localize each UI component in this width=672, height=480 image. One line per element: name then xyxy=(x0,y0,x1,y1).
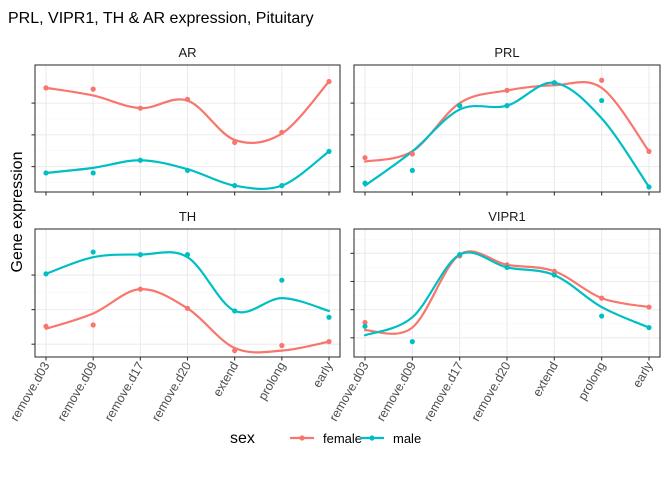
data-point-female xyxy=(326,78,332,85)
data-point-male xyxy=(184,167,191,174)
data-point-male xyxy=(43,170,49,176)
x-tick-label: remove.d09 xyxy=(55,359,100,423)
data-point-male xyxy=(137,157,143,163)
data-point-male xyxy=(326,148,332,154)
legend-items: female male xyxy=(290,431,421,446)
data-point-male xyxy=(551,80,557,86)
legend-label: male xyxy=(393,431,421,446)
facet-label: TH xyxy=(179,209,196,224)
legend-item-female: female xyxy=(290,431,362,446)
data-point-female xyxy=(43,323,49,329)
data-point-female xyxy=(326,339,332,345)
facet-strip xyxy=(35,206,340,227)
x-tick-label: remove.d09 xyxy=(374,359,419,423)
x-tick-label: remove.d20 xyxy=(149,359,194,423)
data-point-male xyxy=(232,183,238,189)
facet-strip xyxy=(354,42,660,63)
data-point-female xyxy=(279,129,285,135)
data-point-female xyxy=(232,348,238,354)
legend-key-point xyxy=(369,435,375,441)
data-point-male xyxy=(646,184,652,190)
x-tick-label: extend xyxy=(530,359,561,399)
data-point-female xyxy=(362,319,368,326)
data-point-male xyxy=(279,183,285,189)
data-point-female xyxy=(409,151,415,157)
panel-prl: PRL xyxy=(350,42,661,196)
data-point-male xyxy=(409,339,415,345)
facet-label: AR xyxy=(178,45,196,60)
panel-ar: AR xyxy=(31,42,341,196)
data-point-female xyxy=(232,139,238,146)
data-point-male xyxy=(457,103,463,109)
series-layer xyxy=(43,249,332,354)
legend-key-point xyxy=(299,435,305,441)
x-tick-label: early xyxy=(310,359,336,390)
data-point-female xyxy=(137,105,143,111)
data-point-female xyxy=(504,87,510,93)
data-point-male xyxy=(326,314,332,320)
x-tick-label: prolong xyxy=(255,359,288,402)
data-point-male xyxy=(362,323,368,329)
facet-label: PRL xyxy=(494,45,519,60)
data-point-male xyxy=(646,324,652,331)
data-point-female xyxy=(646,148,652,154)
data-point-male xyxy=(504,264,510,270)
data-point-male xyxy=(184,252,191,258)
legend-label: female xyxy=(323,431,362,446)
data-point-male xyxy=(90,170,96,176)
data-point-female xyxy=(90,86,96,92)
series-layer xyxy=(362,250,652,357)
data-point-male xyxy=(457,252,463,258)
data-point-male xyxy=(43,271,49,277)
facet-label: VIPR1 xyxy=(488,209,526,224)
data-point-female xyxy=(137,286,143,292)
data-point-female xyxy=(184,96,191,102)
data-point-female xyxy=(362,155,368,161)
data-point-female xyxy=(646,304,652,310)
data-point-female xyxy=(599,77,605,83)
x-tick-label: remove.d17 xyxy=(102,359,147,423)
x-tick-label: remove.d20 xyxy=(468,359,513,423)
data-point-male xyxy=(137,252,143,258)
legend: sex female male xyxy=(230,430,421,447)
facet-strip xyxy=(354,206,660,227)
panel-th: TH remove.d03 remove.d09 remove.d17 remove.d… xyxy=(7,206,341,424)
legend-item-male: male xyxy=(360,431,421,446)
data-point-female xyxy=(90,322,96,328)
data-point-male xyxy=(409,167,415,174)
data-point-male xyxy=(599,313,605,319)
facet-strip xyxy=(35,42,340,63)
series-layer xyxy=(43,78,332,190)
data-point-male xyxy=(551,272,557,278)
data-point-male xyxy=(232,308,238,314)
x-tick-label: remove.d17 xyxy=(421,359,466,423)
x-tick-label: extend xyxy=(210,359,241,399)
data-point-male xyxy=(90,249,96,255)
data-point-female xyxy=(43,85,49,91)
data-point-male xyxy=(504,103,510,109)
chart-title: PRL, VIPR1, TH & AR expression, Pituitar… xyxy=(8,10,314,27)
x-tick-label: remove.d03 xyxy=(7,359,52,423)
legend-title: sex xyxy=(230,430,255,447)
data-point-female xyxy=(551,268,557,274)
data-point-male xyxy=(599,97,605,104)
x-tick-label: prolong xyxy=(575,359,608,402)
data-point-female xyxy=(184,305,191,311)
y-axis-title: Gene expression xyxy=(9,152,26,273)
data-point-male xyxy=(279,277,285,283)
data-point-female xyxy=(279,342,285,349)
data-point-female xyxy=(599,295,605,301)
x-tick-label: early xyxy=(630,359,656,390)
data-point-male xyxy=(362,180,368,186)
series-layer xyxy=(362,77,652,190)
